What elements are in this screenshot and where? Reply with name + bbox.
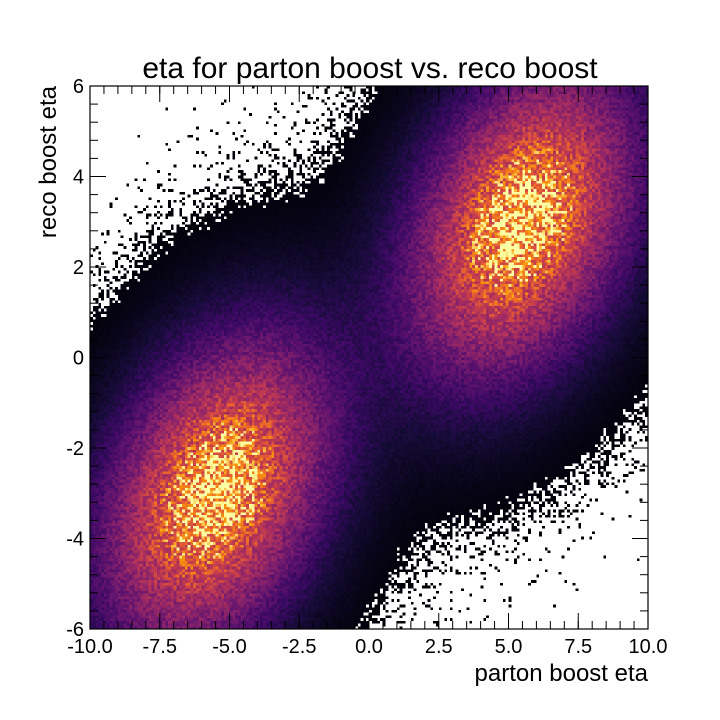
y-tick-label: 4 bbox=[73, 167, 84, 189]
heatmap-bins bbox=[90, 86, 648, 629]
x-axis-ticks: -10.0 -7.5 -5.0 -2.5 0.0 2.5 5.0 7.5 10.0 bbox=[67, 86, 667, 658]
y-axis-title: reco boost eta bbox=[35, 85, 62, 238]
y-axis-ticks: -6 -4 -2 0 2 4 6 bbox=[66, 76, 648, 641]
y-tick-label: -4 bbox=[66, 529, 84, 551]
y-tick-label: -2 bbox=[66, 438, 84, 460]
x-tick-label: 2.5 bbox=[425, 636, 453, 658]
y-tick-label: 0 bbox=[73, 348, 84, 370]
x-tick-label: 5.0 bbox=[495, 636, 523, 658]
x-tick-label: 0.0 bbox=[355, 636, 383, 658]
y-tick-label: 6 bbox=[73, 76, 84, 98]
x-tick-label: -5.0 bbox=[212, 636, 246, 658]
x-tick-label: 10.0 bbox=[629, 636, 668, 658]
y-tick-label: 2 bbox=[73, 257, 84, 279]
x-tick-label: 7.5 bbox=[564, 636, 592, 658]
x-tick-label: -7.5 bbox=[143, 636, 177, 658]
x-tick-label: -10.0 bbox=[67, 636, 113, 658]
plot-area bbox=[90, 86, 648, 629]
x-axis-title: parton boost eta bbox=[475, 660, 649, 687]
chart-title: eta for parton boost vs. reco boost bbox=[142, 52, 598, 85]
y-tick-label: -6 bbox=[66, 619, 84, 641]
x-tick-label: -2.5 bbox=[282, 636, 316, 658]
